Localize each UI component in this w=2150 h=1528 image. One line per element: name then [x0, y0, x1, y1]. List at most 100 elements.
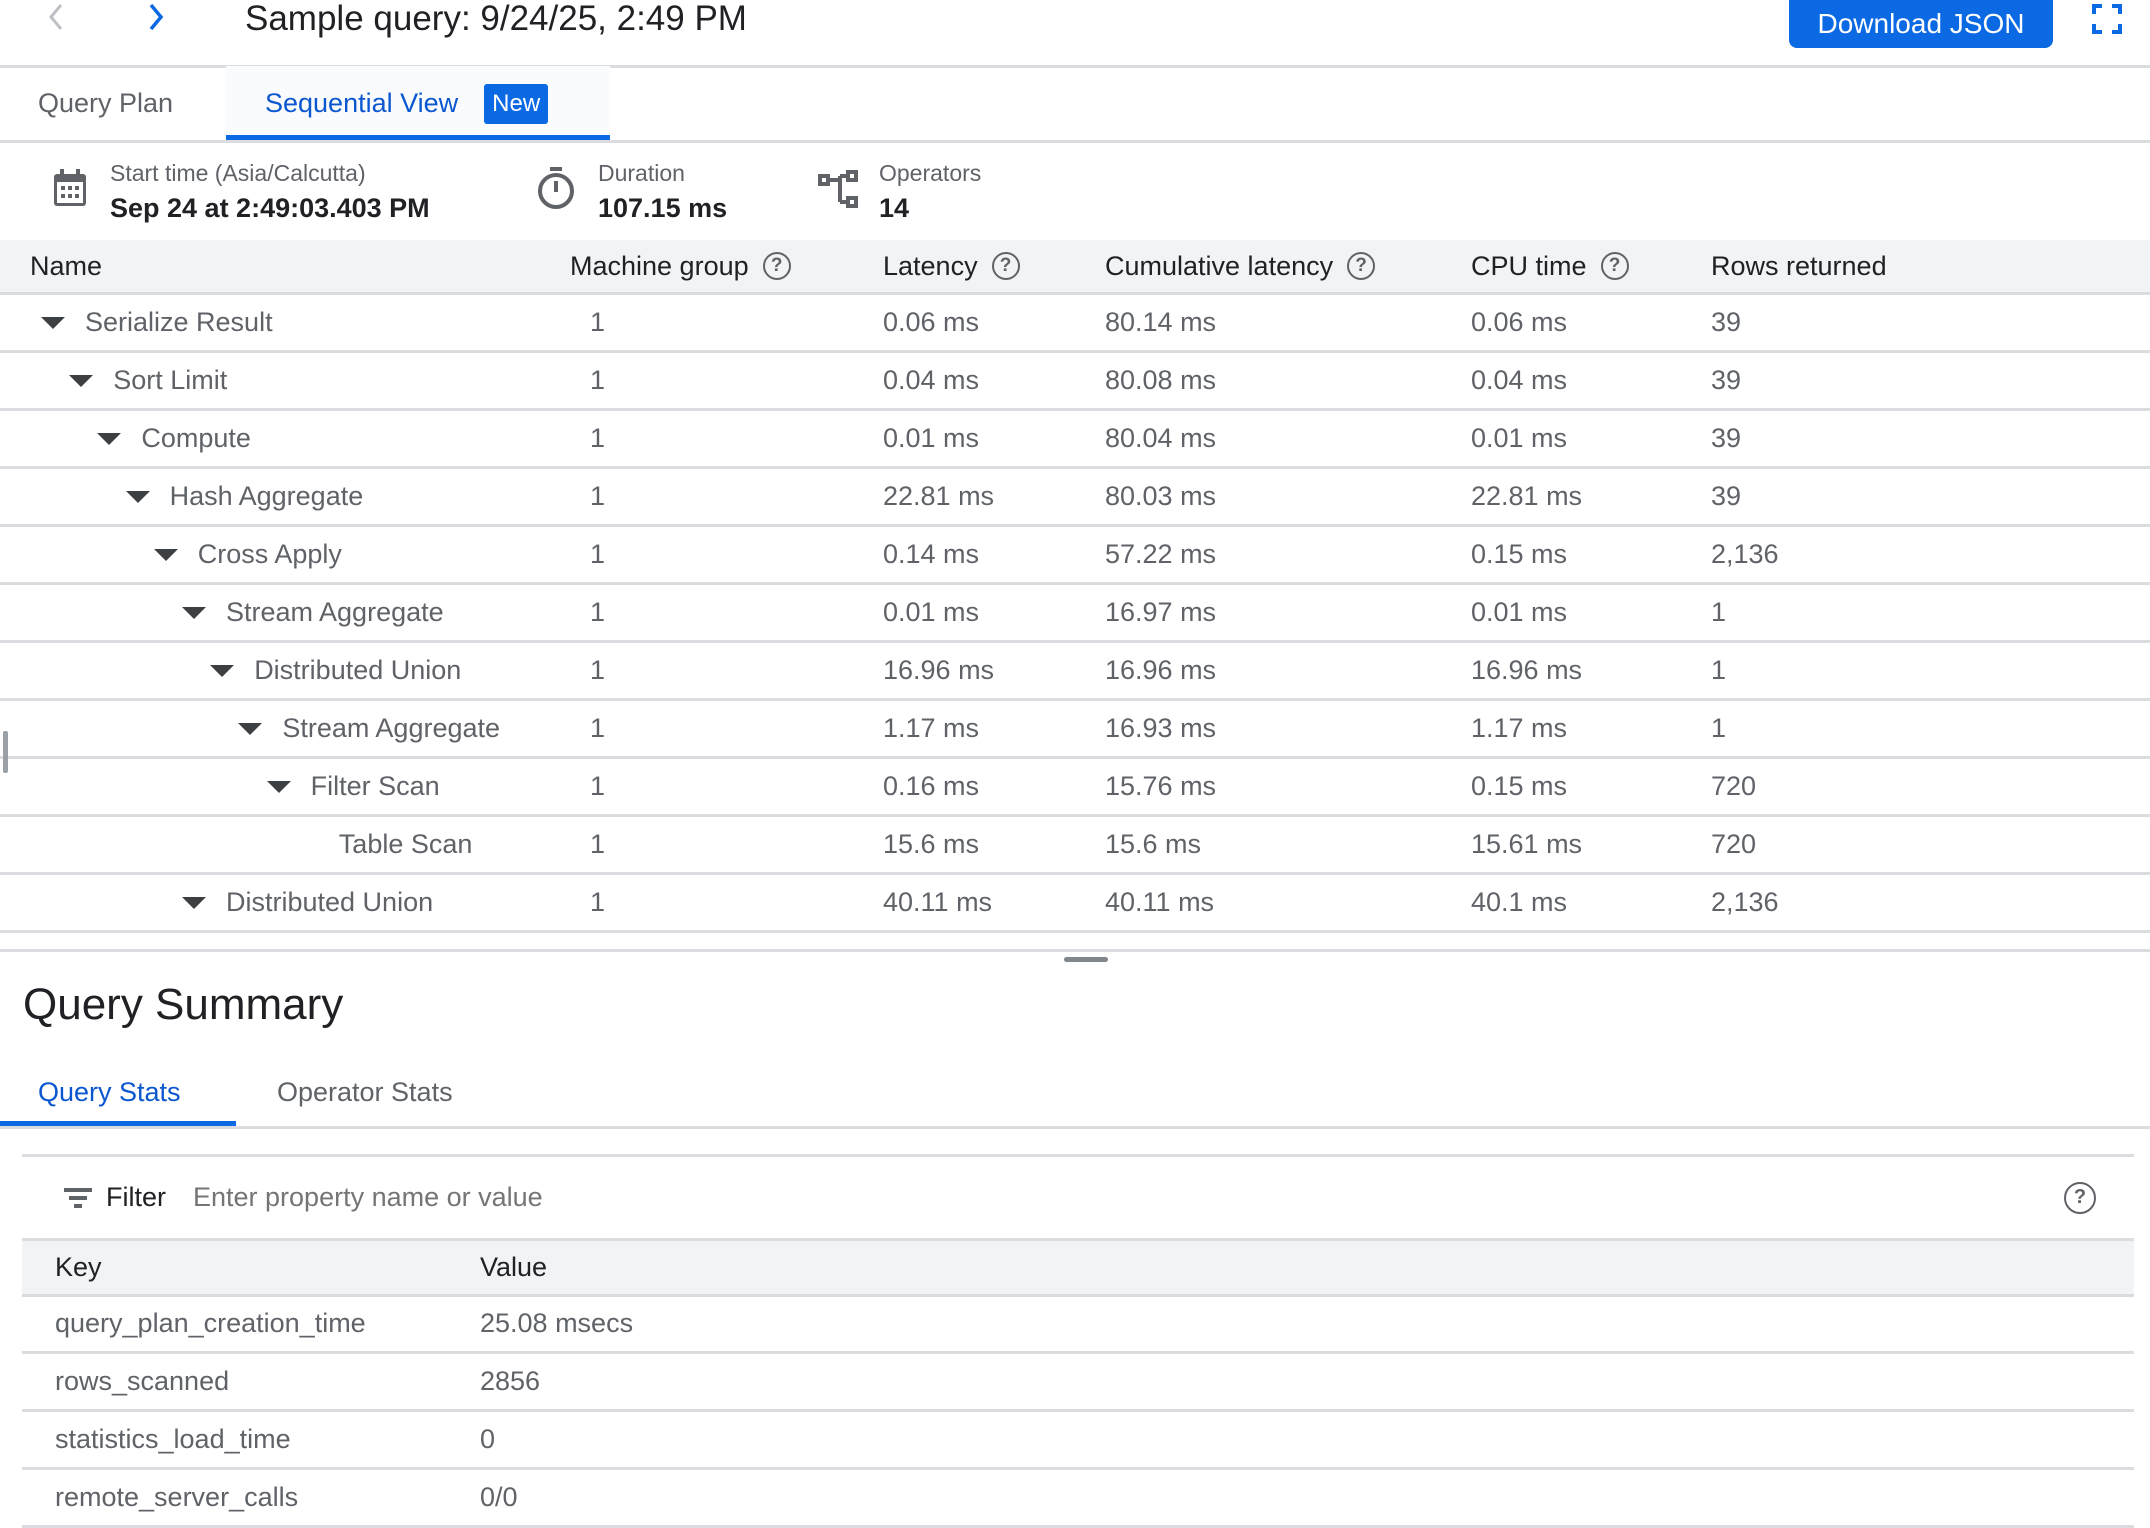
stat-key: rows_scanned: [55, 1366, 230, 1396]
operator-name: Cross Apply: [197, 539, 342, 569]
cell-cumulative: 80.04 ms: [1105, 423, 1217, 453]
stats-row: remote_server_calls 0/0: [22, 1470, 2134, 1528]
page-title: Sample query: 9/24/25, 2:49 PM: [245, 0, 747, 38]
cell-machine-group: 1: [590, 655, 606, 685]
table-row[interactable]: Distributed Union 1 16.96 ms 16.96 ms 16.96 …: [0, 643, 2150, 701]
operator-name: Compute: [141, 423, 251, 453]
expand-triangle-icon[interactable]: [266, 781, 291, 793]
cell-rows: 39: [1711, 307, 1742, 337]
active-tab-indicator: [226, 135, 610, 141]
filter-input[interactable]: [193, 1182, 1893, 1213]
cell-cumulative: 16.96 ms: [1105, 655, 1217, 685]
expand-triangle-icon[interactable]: [210, 665, 235, 677]
tab-operator-stats[interactable]: Operator Stats: [277, 1076, 453, 1107]
expand-triangle-icon[interactable]: [238, 723, 263, 735]
expand-triangle-icon[interactable]: [182, 607, 206, 619]
cell-rows: 1: [1711, 713, 1727, 743]
cell-cumulative: 80.03 ms: [1105, 481, 1217, 511]
expand-triangle-icon[interactable]: [97, 433, 122, 445]
cell-cpu: 16.96 ms: [1471, 655, 1583, 685]
column-header-machine-group[interactable]: Machine group?: [570, 240, 791, 292]
forward-button[interactable]: [144, 2, 168, 32]
operators-label: Operators: [879, 160, 982, 186]
cell-machine-group: 1: [590, 597, 606, 627]
table-row[interactable]: Table Scan 1 15.6 ms 15.6 ms 15.61 ms 720: [0, 817, 2150, 875]
tab-sequential-view[interactable]: Sequential View New: [226, 66, 610, 141]
cell-machine-group: 1: [590, 771, 606, 801]
table-row[interactable]: Cross Apply 1 0.14 ms 57.22 ms 0.15 ms 2,136: [0, 527, 2150, 585]
cell-machine-group: 1: [590, 713, 606, 743]
column-header-rows-returned[interactable]: Rows returned: [1711, 250, 1887, 281]
start-time-label: Start time (Asia/Calcutta): [110, 160, 366, 186]
expand-triangle-icon[interactable]: [153, 549, 178, 561]
back-button[interactable]: [44, 2, 68, 32]
expand-triangle-icon[interactable]: [69, 375, 94, 387]
column-header-cpu-time[interactable]: CPU time?: [1471, 240, 1629, 292]
table-row[interactable]: Filter Scan 1 0.16 ms 15.76 ms 0.15 ms 720: [0, 759, 2150, 817]
chevron-right-icon: [149, 3, 164, 31]
query-summary-title: Query Summary: [23, 980, 344, 1029]
expand-triangle-icon[interactable]: [182, 897, 206, 909]
cell-rows: 39: [1711, 481, 1742, 511]
operator-name: Filter Scan: [310, 771, 440, 801]
operators-value: 14: [879, 193, 910, 223]
tab-query-stats[interactable]: Query Stats: [0, 1060, 236, 1127]
operator-name: Stream Aggregate: [226, 597, 444, 627]
fullscreen-button[interactable]: [2092, 4, 2122, 34]
column-header-key: Key: [55, 1252, 102, 1282]
stats-row: rows_scanned 2856: [22, 1354, 2134, 1412]
table-row[interactable]: Serialize Result 1 0.06 ms 80.14 ms 0.06 ms 3…: [0, 295, 2150, 353]
table-row[interactable]: Stream Aggregate 1 1.17 ms 16.93 ms 1.17 ms 1: [0, 701, 2150, 759]
stat-value: 2856: [480, 1366, 541, 1396]
help-icon[interactable]: ?: [991, 252, 1020, 280]
column-header-name[interactable]: Name: [30, 250, 103, 281]
cell-cpu: 0.04 ms: [1471, 365, 1568, 395]
table-row[interactable]: Compute 1 0.01 ms 80.04 ms 0.01 ms 39: [0, 411, 2150, 469]
cell-latency: 0.14 ms: [883, 539, 980, 569]
help-icon[interactable]: ?: [762, 252, 791, 280]
expand-triangle-icon[interactable]: [41, 317, 65, 329]
cell-cpu: 0.15 ms: [1471, 539, 1568, 569]
column-label: Cumulative latency: [1105, 250, 1334, 281]
cell-rows: 39: [1711, 365, 1742, 395]
cell-cumulative: 57.22 ms: [1105, 539, 1217, 569]
table-row[interactable]: Sort Limit 1 0.04 ms 80.08 ms 0.04 ms 39: [0, 353, 2150, 411]
operator-name: Distributed Union: [226, 887, 434, 917]
cell-latency: 0.01 ms: [883, 423, 980, 453]
cell-rows: 2,136: [1711, 887, 1779, 917]
tab-query-plan[interactable]: Query Plan: [38, 88, 174, 118]
download-json-button[interactable]: Download JSON: [1789, 0, 2053, 48]
table-row[interactable]: Distributed Union 1 40.11 ms 40.11 ms 40.1 m…: [0, 875, 2150, 933]
resize-handle[interactable]: [1064, 957, 1108, 962]
column-header-cumulative-latency[interactable]: Cumulative latency?: [1105, 240, 1376, 292]
cell-latency: 1.17 ms: [883, 713, 980, 743]
timer-icon: [536, 166, 576, 215]
help-icon[interactable]: ?: [1600, 252, 1629, 280]
help-icon[interactable]: ?: [1347, 252, 1376, 280]
cell-cpu: 0.06 ms: [1471, 307, 1568, 337]
stats-row: query_plan_creation_time 25.08 msecs: [22, 1296, 2134, 1354]
cell-machine-group: 1: [590, 829, 606, 859]
cell-cumulative: 40.11 ms: [1105, 887, 1215, 917]
filter-bar: Filter ?: [22, 1154, 2134, 1238]
divider: [0, 65, 2150, 68]
cell-rows: 1: [1711, 597, 1727, 627]
cell-cpu: 22.81 ms: [1471, 481, 1583, 511]
cell-machine-group: 1: [590, 307, 606, 337]
table-row[interactable]: Stream Aggregate 1 0.01 ms 16.97 ms 0.01 ms 1: [0, 585, 2150, 643]
chevron-left-icon: [49, 4, 63, 30]
cell-cpu: 1.17 ms: [1471, 713, 1568, 743]
scroll-indicator[interactable]: [3, 731, 8, 773]
operators-tree-icon: [818, 170, 860, 215]
expand-triangle-icon[interactable]: [125, 491, 150, 503]
help-icon[interactable]: ?: [2064, 1182, 2096, 1214]
cell-cpu: 0.01 ms: [1471, 597, 1568, 627]
stat-key: remote_server_calls: [55, 1482, 299, 1512]
column-header-value: Value: [480, 1252, 548, 1282]
stats-row: statistics_load_time 0: [22, 1412, 2134, 1470]
table-row[interactable]: Hash Aggregate 1 22.81 ms 80.03 ms 22.81 ms 3…: [0, 469, 2150, 527]
operator-name: Distributed Union: [254, 655, 462, 685]
column-header-latency[interactable]: Latency?: [883, 240, 1020, 292]
cell-latency: 40.11 ms: [883, 887, 993, 917]
cell-rows: 720: [1711, 771, 1757, 801]
